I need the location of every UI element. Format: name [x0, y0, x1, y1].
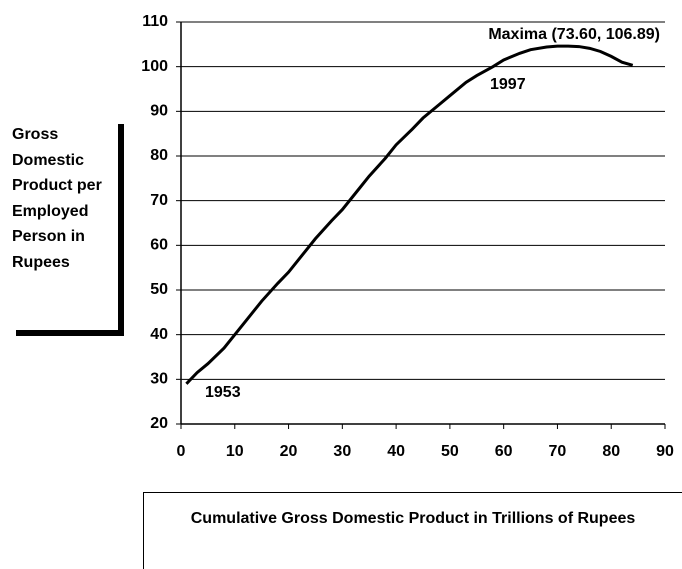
annotation: Maxima (73.60, 106.89)	[488, 26, 660, 43]
y-axis-label: Gross Domestic Product per Employed Pers…	[10, 118, 118, 330]
annotation: 1953	[205, 384, 241, 401]
y-tick-label: 50	[150, 281, 168, 298]
y-tick-label: 110	[142, 13, 168, 30]
x-tick-label: 40	[387, 443, 405, 460]
data-line	[185, 44, 634, 385]
x-tick-label: 80	[602, 443, 620, 460]
y-tick-label: 70	[150, 192, 168, 209]
y-tick-label: 100	[141, 58, 168, 75]
annotation: 1997	[490, 76, 526, 93]
x-tick-label: 0	[177, 443, 186, 460]
x-tick-label: 30	[333, 443, 351, 460]
x-tick-label: 90	[656, 443, 674, 460]
x-tick-label: 20	[280, 443, 298, 460]
x-tick-label: 70	[549, 443, 567, 460]
x-tick-label: 10	[226, 443, 244, 460]
y-tick-label: 90	[150, 103, 168, 120]
y-tick-label: 30	[150, 371, 168, 388]
x-tick-label: 60	[495, 443, 513, 460]
y-tick-label: 20	[150, 415, 168, 432]
x-tick-label: 50	[441, 443, 459, 460]
y-tick-label: 40	[150, 326, 168, 343]
y-tick-label: 60	[150, 237, 168, 254]
x-axis-label: Cumulative Gross Domestic Product in Tri…	[143, 492, 682, 569]
y-tick-label: 80	[150, 147, 168, 164]
